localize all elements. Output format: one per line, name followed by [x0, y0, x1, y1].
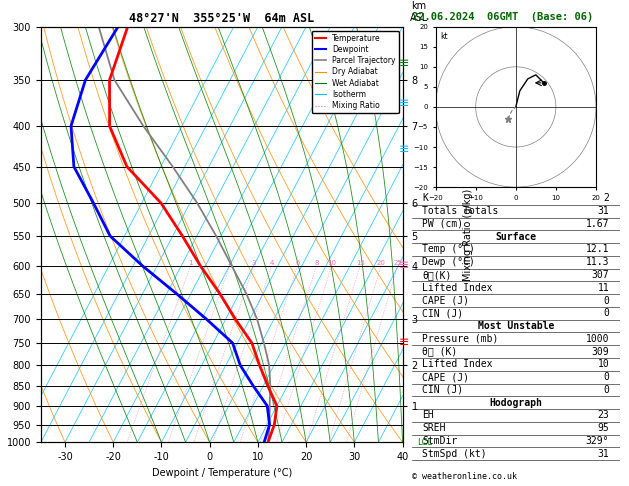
Text: Surface: Surface [495, 232, 537, 242]
Text: 25: 25 [393, 260, 402, 266]
Text: 11: 11 [598, 283, 610, 293]
Text: 95: 95 [598, 423, 610, 433]
Text: 8: 8 [314, 260, 319, 266]
Text: PW (cm): PW (cm) [423, 219, 464, 229]
Text: EH: EH [423, 411, 434, 420]
Text: ≡: ≡ [399, 260, 409, 273]
Text: 0: 0 [603, 372, 610, 382]
Text: SREH: SREH [423, 423, 446, 433]
Text: 23: 23 [598, 411, 610, 420]
Text: Lifted Index: Lifted Index [423, 359, 493, 369]
Text: StmDir: StmDir [423, 436, 458, 446]
Y-axis label: hPa: hPa [0, 226, 1, 243]
Text: ≡: ≡ [399, 143, 409, 156]
Text: 1: 1 [188, 260, 193, 266]
Text: 307: 307 [591, 270, 610, 280]
Text: 15: 15 [356, 260, 365, 266]
Text: 10: 10 [327, 260, 337, 266]
Text: 309: 309 [591, 347, 610, 357]
Legend: Temperature, Dewpoint, Parcel Trajectory, Dry Adiabat, Wet Adiabat, Isotherm, Mi: Temperature, Dewpoint, Parcel Trajectory… [311, 31, 399, 113]
Text: Totals Totals: Totals Totals [423, 206, 499, 216]
Text: CAPE (J): CAPE (J) [423, 372, 469, 382]
Text: 0: 0 [603, 308, 610, 318]
Text: θᴇ(K): θᴇ(K) [423, 270, 452, 280]
Text: ≡: ≡ [399, 97, 409, 110]
Text: 31: 31 [598, 206, 610, 216]
Text: CIN (J): CIN (J) [423, 308, 464, 318]
Text: 2: 2 [603, 193, 610, 203]
Text: 4: 4 [269, 260, 274, 266]
Text: Mixing Ratio (g/kg): Mixing Ratio (g/kg) [463, 189, 472, 280]
Text: ≡: ≡ [399, 56, 409, 69]
Text: 10: 10 [598, 359, 610, 369]
Text: 48°27'N  355°25'W  64m ASL: 48°27'N 355°25'W 64m ASL [129, 12, 314, 25]
Text: 2: 2 [228, 260, 232, 266]
Text: 0: 0 [603, 295, 610, 306]
Text: km
ASL: km ASL [409, 1, 428, 22]
Text: StmSpd (kt): StmSpd (kt) [423, 449, 487, 459]
Text: CIN (J): CIN (J) [423, 385, 464, 395]
Text: Temp (°C): Temp (°C) [423, 244, 476, 255]
Text: CAPE (J): CAPE (J) [423, 295, 469, 306]
X-axis label: Dewpoint / Temperature (°C): Dewpoint / Temperature (°C) [152, 468, 292, 478]
Text: 1.67: 1.67 [586, 219, 610, 229]
Text: 6: 6 [295, 260, 300, 266]
Text: 0: 0 [603, 385, 610, 395]
Text: K: K [423, 193, 428, 203]
Text: 329°: 329° [586, 436, 610, 446]
Text: LCL: LCL [417, 438, 432, 447]
Text: Hodograph: Hodograph [489, 398, 542, 408]
Text: Lifted Index: Lifted Index [423, 283, 493, 293]
Text: Pressure (mb): Pressure (mb) [423, 334, 499, 344]
Text: 22.06.2024  06GMT  (Base: 06): 22.06.2024 06GMT (Base: 06) [412, 12, 593, 22]
Text: © weatheronline.co.uk: © weatheronline.co.uk [412, 472, 517, 481]
Text: θᴇ (K): θᴇ (K) [423, 347, 458, 357]
Text: 1000: 1000 [586, 334, 610, 344]
Text: 12.1: 12.1 [586, 244, 610, 255]
Text: 3: 3 [252, 260, 256, 266]
Text: 31: 31 [598, 449, 610, 459]
Text: ≡: ≡ [399, 336, 409, 349]
Text: Dewp (°C): Dewp (°C) [423, 257, 476, 267]
Text: 20: 20 [377, 260, 386, 266]
Text: Most Unstable: Most Unstable [477, 321, 554, 331]
Text: 11.3: 11.3 [586, 257, 610, 267]
Text: kt: kt [440, 32, 448, 40]
